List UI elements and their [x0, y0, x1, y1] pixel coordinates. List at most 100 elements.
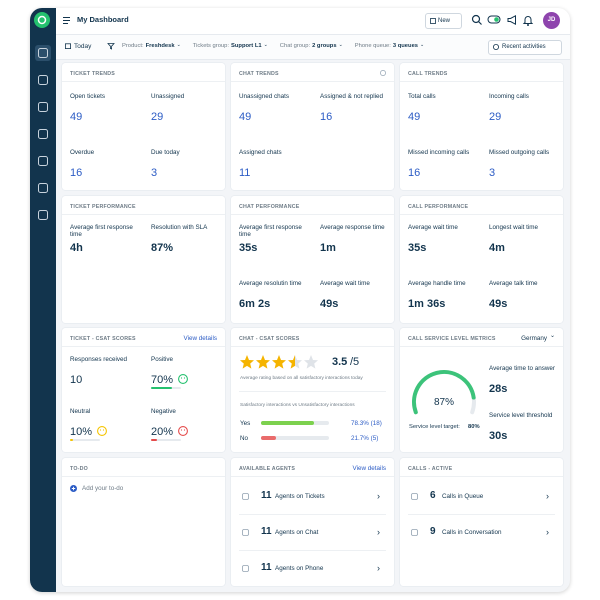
row-label: Agents on Chat	[275, 529, 319, 536]
bell-icon[interactable]	[522, 15, 534, 26]
card-divider	[400, 214, 563, 215]
card-divider	[400, 346, 563, 347]
card-title: TICKET - CSAT SCORES	[70, 336, 136, 342]
metric-label: Total calls	[408, 93, 436, 100]
rating-note: Average rating based on all satisfactory…	[240, 376, 363, 381]
card-divider	[62, 346, 225, 347]
recent-activities-button[interactable]: Recent activities	[488, 40, 562, 55]
metric-value: 6m 2s	[239, 298, 271, 310]
filter-today[interactable]: Today	[74, 43, 92, 50]
info-icon[interactable]	[380, 70, 386, 76]
rating-max: /5	[350, 356, 360, 368]
card: CHAT PERFORMANCE Average first response t…	[231, 196, 394, 323]
nav-icon[interactable]	[38, 183, 48, 193]
icon-part	[38, 210, 48, 220]
metric-label: Negative	[151, 408, 176, 415]
chat-icon[interactable]	[487, 15, 501, 25]
metric-label: Unassigned	[151, 93, 185, 100]
bar-fill	[70, 439, 73, 441]
menu-icon[interactable]	[63, 16, 70, 25]
metric-value: 3	[151, 167, 158, 179]
icon-part	[37, 15, 47, 25]
metric-label: Assigned chats	[239, 149, 282, 156]
filter-item[interactable]: Tickets group: Support L1 ⌄	[193, 42, 268, 50]
icon-part	[34, 12, 50, 28]
icon-part	[102, 429, 105, 431]
chevron[interactable]: ›	[377, 491, 380, 501]
card-divider	[400, 81, 563, 82]
bar-track	[151, 439, 181, 441]
bar-track	[261, 436, 329, 440]
card-divider	[231, 476, 394, 477]
target-value: 80%	[468, 424, 480, 430]
filter-item[interactable]: Product: Freshdesk ⌄	[122, 42, 181, 50]
dropdown-caret: ⌄	[176, 42, 181, 48]
nav-icon[interactable]	[38, 102, 48, 112]
nav-icon[interactable]	[38, 75, 48, 85]
chevron[interactable]: ›	[546, 491, 549, 501]
region-dropdown[interactable]: Germany	[521, 335, 547, 342]
nav-icon[interactable]	[38, 156, 48, 166]
emoji-icon	[178, 374, 188, 384]
metric-value: 16	[320, 111, 333, 123]
add-icon[interactable]	[70, 485, 77, 492]
card: CALLS - ACTIVE 6 Calls in Queue › 9 Calls in …	[400, 458, 563, 586]
row-label: Calls in Conversation	[442, 529, 502, 536]
icon-part	[478, 21, 482, 25]
metric-label: Average wait time	[320, 280, 370, 287]
card: CHAT - CSAT SCORES 3.5/5 Average rating ba…	[231, 328, 394, 452]
nav-icon[interactable]	[35, 45, 51, 61]
add-todo[interactable]: Add your to-do	[82, 485, 124, 492]
view-details-link[interactable]: View details	[352, 465, 387, 472]
card-divider	[231, 346, 394, 347]
card: TO-DO Add your to-do	[62, 458, 225, 586]
filter-item[interactable]: Chat group: 2 groups ⌄	[280, 42, 343, 50]
metric-label: Open tickets	[70, 93, 105, 100]
filter-item[interactable]: Phone queue: 3 queues ⌄	[355, 42, 424, 50]
chevron[interactable]: ›	[377, 563, 380, 573]
metric-label: Incoming calls	[489, 93, 529, 100]
icon-part	[65, 43, 71, 50]
new-button[interactable]: New	[425, 13, 462, 29]
announce-icon[interactable]	[507, 14, 517, 26]
metric-value: 35s	[408, 242, 427, 254]
metric-label: Average wait time	[408, 224, 458, 231]
metric-value: 1m	[320, 242, 336, 254]
row-count: 9	[430, 526, 436, 537]
icon-part	[183, 377, 186, 379]
metric-value: 35s	[239, 242, 258, 254]
nav-icon[interactable]	[38, 129, 48, 139]
card-title: CALL PERFORMANCE	[408, 204, 469, 210]
card: CALL SERVICE LEVEL METRICS Germany ⌄ 87% Ser…	[400, 328, 563, 452]
icon-part	[242, 529, 249, 536]
view-details-link[interactable]: View details	[183, 335, 218, 342]
metric-value: 29	[151, 111, 164, 123]
icon-part	[494, 17, 499, 22]
row-label: Calls in Queue	[442, 493, 484, 500]
icon-part	[180, 429, 183, 431]
metric-value: 3	[489, 167, 496, 179]
avatar[interactable]: JD	[543, 12, 560, 29]
row-label: No	[240, 435, 249, 442]
metric-label: Service level threshold	[489, 412, 553, 419]
metric-value: 16	[408, 167, 421, 179]
search-icon[interactable]	[471, 14, 482, 25]
chevron[interactable]: ›	[546, 527, 549, 537]
card-title: TICKET PERFORMANCE	[70, 204, 136, 210]
row-icon	[242, 529, 249, 536]
filter-list: Product: Freshdesk ⌄ Tickets group: Support …	[122, 42, 424, 50]
metric-value: 30s	[489, 430, 508, 442]
metric-value: 10%	[70, 426, 93, 438]
icon-part	[38, 102, 48, 112]
filter-value: Support L1	[231, 43, 262, 49]
metric-value: 49	[408, 111, 421, 123]
gauge	[412, 370, 476, 415]
icon-part	[178, 426, 188, 436]
chevron[interactable]: ›	[377, 527, 380, 537]
nav-icon[interactable]	[38, 210, 48, 220]
icon-part	[35, 45, 51, 61]
icon-part	[430, 18, 436, 24]
metric-label: Average time to answer	[489, 365, 556, 372]
metric-label: Neutral	[70, 408, 91, 415]
